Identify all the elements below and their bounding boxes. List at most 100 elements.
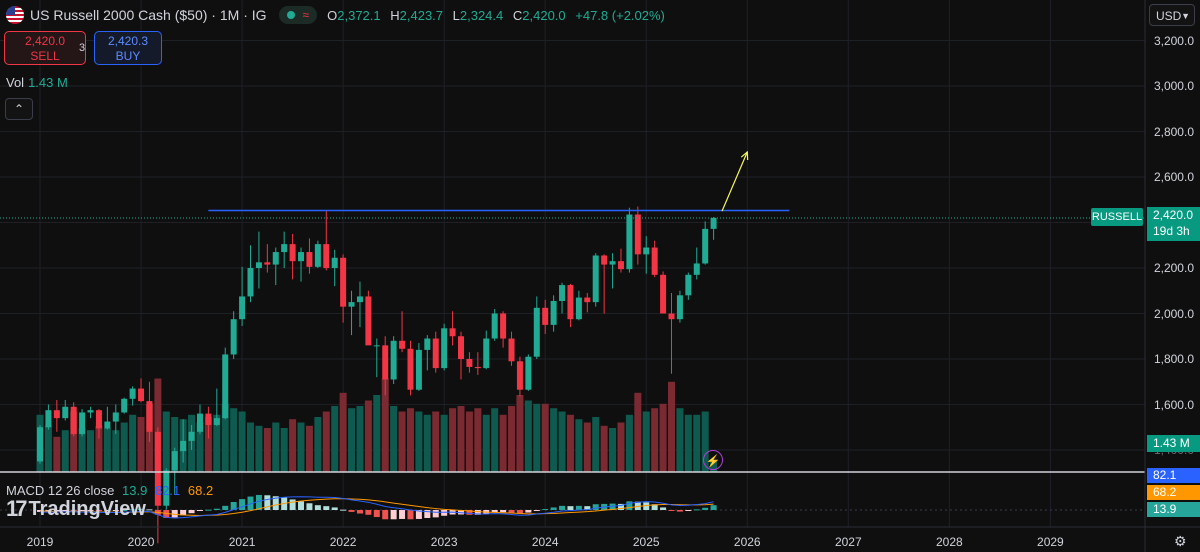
- macd-hist-bar: [609, 503, 616, 510]
- market-status-pill[interactable]: ≈: [278, 6, 318, 24]
- volume-bar: [398, 411, 406, 472]
- tradingview-logo[interactable]: 17 TradingView: [6, 496, 146, 522]
- chevron-up-icon: ⌃: [13, 102, 25, 116]
- macd-hist-bar: [466, 510, 473, 515]
- settings-icon[interactable]: ⚙: [1174, 533, 1187, 549]
- candle-body: [45, 410, 52, 428]
- buy-button[interactable]: 2,420.3 BUY: [94, 31, 162, 65]
- volume-bar: [474, 408, 482, 472]
- volume-bar: [137, 417, 145, 472]
- macd-hist-tag: 13.9: [1147, 502, 1200, 517]
- buy-price: 2,420.3: [107, 34, 149, 48]
- macd-hist-bar: [542, 509, 549, 511]
- volume-bar: [575, 419, 583, 472]
- candle-body: [710, 217, 717, 229]
- price-axis-label: 3,000.0: [1153, 79, 1194, 93]
- candle-body: [651, 247, 658, 275]
- volume-bar: [423, 414, 431, 472]
- candle-body: [222, 354, 229, 419]
- candle-body: [180, 440, 187, 452]
- sell-label: SELL: [30, 49, 60, 63]
- volume-label: Vol: [6, 75, 25, 90]
- macd-hist-bar: [188, 510, 195, 514]
- volume-bar: [440, 414, 448, 472]
- sell-button[interactable]: 2,420.0 SELL: [4, 31, 86, 65]
- macd-hist-bar: [432, 510, 439, 518]
- volume-bar: [449, 408, 457, 472]
- macd-hist-bar: [331, 507, 338, 510]
- symbol-title[interactable]: US Russell 2000 Cash ($50) · 1M · IG: [30, 7, 267, 23]
- macd-hist-bar: [230, 502, 237, 510]
- volume-bar: [609, 428, 617, 472]
- volume-bar: [583, 422, 591, 472]
- high-value: 2,423.7: [399, 7, 444, 23]
- candle-body: [323, 244, 330, 268]
- time-axis-label: 2021: [228, 535, 256, 549]
- candle-body: [196, 413, 203, 432]
- macd-hist-bar: [138, 508, 145, 510]
- macd-hist-bar: [247, 496, 254, 510]
- candle-body: [660, 274, 667, 314]
- candle-body: [474, 366, 481, 369]
- volume-bar: [87, 430, 95, 472]
- candle-body: [247, 268, 254, 297]
- candle-body: [601, 255, 608, 265]
- candle-body: [340, 257, 347, 307]
- lightning-icon[interactable]: ⚡: [703, 450, 723, 470]
- macd-hist-bar: [112, 510, 119, 511]
- volume-bar: [280, 428, 288, 472]
- candle-body: [95, 410, 102, 429]
- candle-body: [533, 307, 540, 357]
- macd-hist-bar: [323, 506, 330, 510]
- us-flag-icon: [6, 6, 24, 24]
- volume-bar: [465, 411, 473, 472]
- volume-bar: [364, 400, 372, 472]
- candle-body: [37, 427, 43, 462]
- macd-hist-bar: [491, 510, 498, 513]
- candle-body: [407, 348, 414, 390]
- candle-body: [525, 356, 532, 390]
- time-axis-label: 2023: [430, 535, 458, 549]
- macd-hist-bar: [104, 510, 111, 511]
- low-label: L: [452, 7, 460, 23]
- volume-bar: [668, 381, 675, 472]
- candle-body: [693, 263, 700, 275]
- volume-bar: [348, 408, 356, 472]
- candle-body: [314, 244, 321, 267]
- time-axis-label: 2025: [632, 535, 660, 549]
- time-axis-label: 2024: [531, 535, 559, 549]
- live-status-icon: [286, 11, 295, 19]
- macd-hist-bar: [306, 503, 313, 510]
- candle-body: [466, 359, 473, 367]
- currency-selector[interactable]: USD ▼: [1149, 4, 1195, 26]
- candle-body: [399, 340, 406, 349]
- drawing-overlays: [0, 150, 1145, 219]
- candle-body: [458, 336, 464, 359]
- volume-bar: [659, 403, 667, 472]
- time-axis-label: 2027: [834, 535, 862, 549]
- volume-bar: [53, 436, 61, 472]
- macd-hist-bar: [298, 501, 305, 510]
- candle-body: [255, 262, 262, 268]
- volume-bar: [120, 422, 128, 472]
- macd-hist-bar: [213, 508, 220, 510]
- change-value: +47.8 (+2.02%): [575, 7, 665, 23]
- candle-body: [104, 421, 111, 429]
- candle-body: [53, 410, 60, 419]
- volume-bar: [558, 411, 566, 472]
- volume-legend[interactable]: Vol 1.43 M: [6, 75, 68, 90]
- tradingview-logo-text: TradingView: [28, 497, 146, 520]
- open-label: O: [327, 7, 338, 23]
- tradingview-logo-icon: 17: [6, 496, 28, 521]
- macd-hist-bar: [710, 505, 717, 510]
- volume-bar: [642, 411, 650, 472]
- candle-body: [87, 410, 94, 413]
- macd-hist-bar: [87, 510, 94, 511]
- candle-body: [146, 401, 153, 432]
- macd-hist-bar: [424, 510, 431, 518]
- candle-body: [348, 302, 355, 307]
- candle-body: [281, 244, 288, 253]
- collapse-legend-button[interactable]: ⌃: [5, 98, 33, 120]
- macd-legend[interactable]: MACD 12 26 close 13.9 82.1 68.2: [6, 483, 213, 498]
